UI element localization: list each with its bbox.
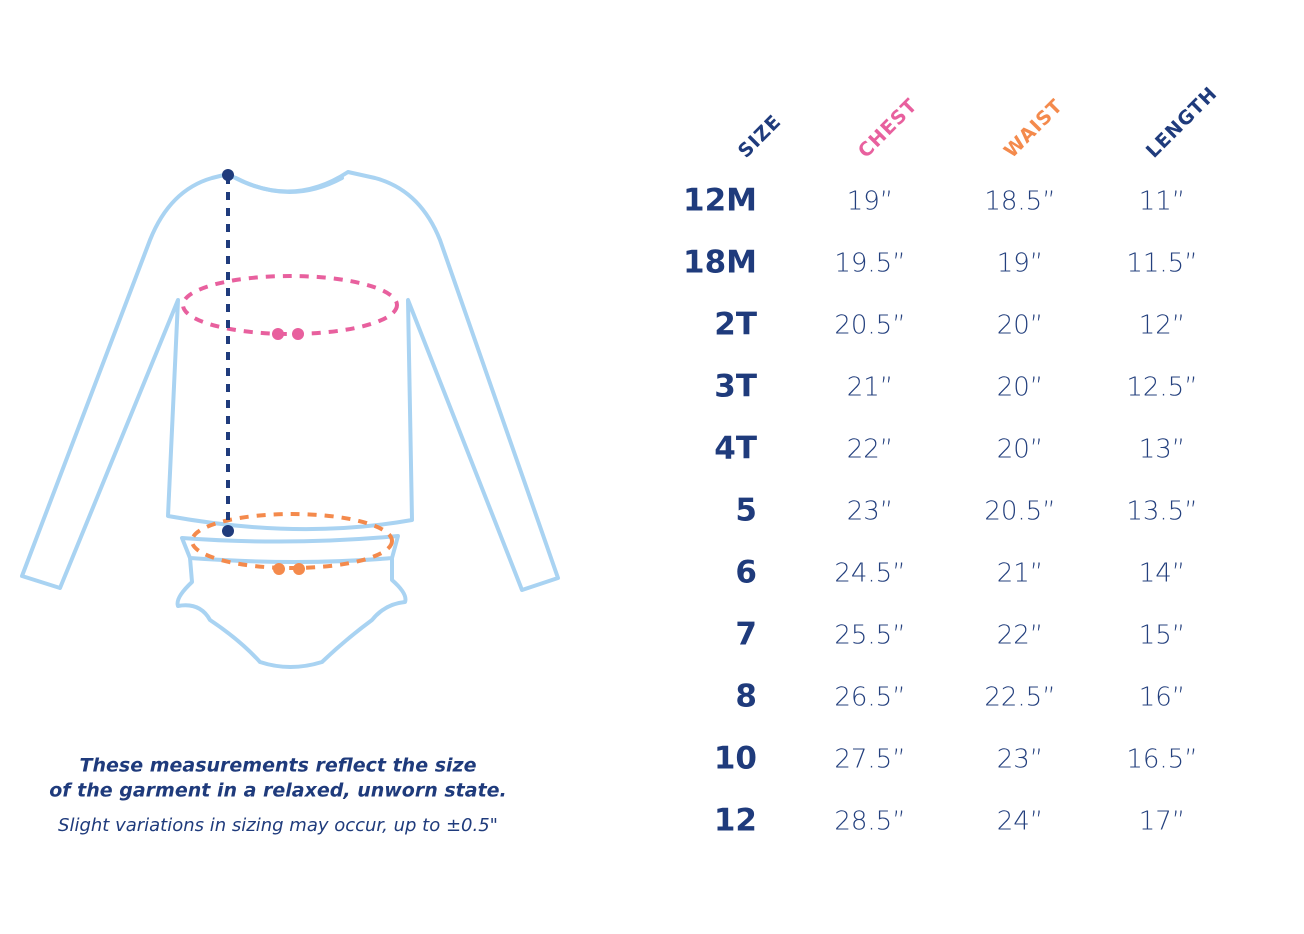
measurement: 13.5” xyxy=(1126,497,1197,527)
measurement: 25.5” xyxy=(834,621,905,651)
size-label: 5 xyxy=(735,493,757,529)
measurement: 19” xyxy=(997,249,1044,279)
measurement: 16.5” xyxy=(1126,745,1197,775)
measurement: 17” xyxy=(1139,807,1186,837)
size-label: 10 xyxy=(714,741,757,777)
column-header: SIZE xyxy=(734,110,786,162)
measurement: 12.5” xyxy=(1126,373,1197,403)
measurement: 14” xyxy=(1139,559,1186,589)
measurement: 20” xyxy=(997,435,1044,465)
measurement: 23” xyxy=(997,745,1044,775)
measurement: 22” xyxy=(847,435,894,465)
measurement: 16” xyxy=(1139,683,1186,713)
measurement: 18.5” xyxy=(984,187,1055,217)
size-label: 8 xyxy=(735,679,757,715)
note: These measurements reflect the size xyxy=(80,755,477,777)
column-header: LENGTH xyxy=(1142,82,1222,162)
size-label: 12 xyxy=(714,803,757,839)
measurement: 20” xyxy=(997,311,1044,341)
measurement: 20.5” xyxy=(834,311,905,341)
measurement: 22.5” xyxy=(984,683,1055,713)
size-label: 2T xyxy=(714,307,757,343)
measurement: 12” xyxy=(1139,311,1186,341)
measurement: 13” xyxy=(1139,435,1186,465)
measurement: 21” xyxy=(997,559,1044,589)
measurement: 22” xyxy=(997,621,1044,651)
size-label: 7 xyxy=(735,617,757,653)
column-header: CHEST xyxy=(854,94,922,162)
measurement: 11.5” xyxy=(1126,249,1197,279)
measurement: 19.5” xyxy=(834,249,905,279)
measurement: 20” xyxy=(997,373,1044,403)
measure-markers xyxy=(181,169,399,575)
measurement: 11” xyxy=(1139,187,1186,217)
measurement: 20.5” xyxy=(984,497,1055,527)
note: of the garment in a relaxed, unworn stat… xyxy=(49,780,507,802)
size-label: 3T xyxy=(714,369,757,405)
note: Slight variations in sizing may occur, u… xyxy=(58,815,498,836)
measurement: 15” xyxy=(1139,621,1186,651)
garment-illustration xyxy=(20,170,560,669)
column-header: WAIST xyxy=(1000,95,1068,163)
measurement: 24” xyxy=(997,807,1044,837)
measurement: 28.5” xyxy=(834,807,905,837)
measurement: 23” xyxy=(847,497,894,527)
measurement: 19” xyxy=(847,187,894,217)
size-label: 18M xyxy=(683,245,757,281)
measurement: 26.5” xyxy=(834,683,905,713)
size-label: 4T xyxy=(714,431,757,467)
size-label: 12M xyxy=(683,183,757,219)
measurement: 21” xyxy=(847,373,894,403)
size-label: 6 xyxy=(735,555,757,591)
size-table: SIZE CHEST WAIST LENGTH 12M 19” 18.5” 11” 18M 19.… xyxy=(683,82,1222,838)
measurement: 24.5” xyxy=(834,559,905,589)
measurement: 27.5” xyxy=(834,745,905,775)
